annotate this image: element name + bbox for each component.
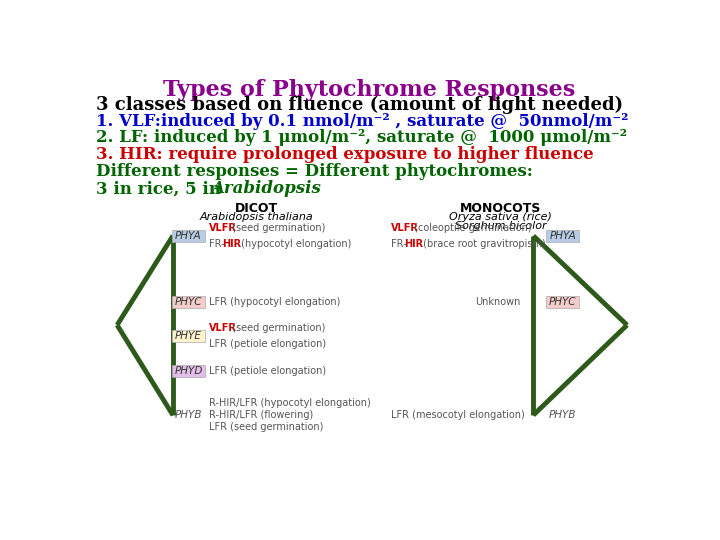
FancyBboxPatch shape	[172, 366, 204, 377]
Text: PHYC: PHYC	[549, 297, 577, 307]
Text: R-HIR/LFR (hypocotyl elongation): R-HIR/LFR (hypocotyl elongation)	[209, 398, 370, 408]
Text: Unknown: Unknown	[474, 297, 520, 307]
Text: PHYC: PHYC	[175, 297, 202, 307]
Text: 3 classes based on fluence (amount of light needed): 3 classes based on fluence (amount of li…	[96, 96, 624, 114]
Text: Arabidopsis thaliana: Arabidopsis thaliana	[199, 212, 313, 222]
FancyBboxPatch shape	[172, 230, 204, 241]
FancyBboxPatch shape	[172, 296, 204, 308]
Text: PHYB: PHYB	[549, 410, 577, 420]
FancyBboxPatch shape	[546, 296, 579, 308]
Text: PHYA: PHYA	[549, 231, 576, 241]
Text: Types of Phytochrome Responses: Types of Phytochrome Responses	[163, 79, 575, 100]
Text: PHYA: PHYA	[175, 231, 202, 241]
Text: Different responses = Different phytochromes:: Different responses = Different phytochr…	[96, 164, 533, 180]
Text: (hypocotyl elongation): (hypocotyl elongation)	[238, 239, 351, 249]
Text: (coleoptile germination): (coleoptile germination)	[411, 222, 531, 233]
Text: R-HIR/LFR (flowering): R-HIR/LFR (flowering)	[209, 410, 312, 420]
Text: LFR (seed germination): LFR (seed germination)	[209, 422, 323, 432]
Text: HIR: HIR	[222, 239, 241, 249]
Text: FR-: FR-	[209, 239, 224, 249]
Text: 2. LF: induced by 1 μmol/m⁻², saturate @  1000 μmol/m⁻²: 2. LF: induced by 1 μmol/m⁻², saturate @…	[96, 130, 627, 146]
Text: PHYE: PHYE	[175, 331, 202, 341]
FancyBboxPatch shape	[546, 230, 579, 241]
Text: DICOT: DICOT	[235, 202, 278, 215]
Text: MONOCOTS: MONOCOTS	[460, 202, 541, 215]
Text: Arabidopsis: Arabidopsis	[211, 180, 321, 197]
Text: 1. VLF:induced by 0.1 nmol/m⁻² , saturate @  50nmol/m⁻²: 1. VLF:induced by 0.1 nmol/m⁻² , saturat…	[96, 112, 629, 130]
Text: FR-: FR-	[391, 239, 406, 249]
Text: 3. HIR: require prolonged exposure to higher fluence: 3. HIR: require prolonged exposure to hi…	[96, 146, 594, 164]
Text: Sorghum bicolor: Sorghum bicolor	[455, 221, 546, 231]
Text: LFR (hypocotyl elongation): LFR (hypocotyl elongation)	[209, 297, 340, 307]
Text: 3 in rice, 5 in: 3 in rice, 5 in	[96, 180, 227, 197]
Text: PHYB: PHYB	[175, 410, 202, 420]
Text: HIR: HIR	[404, 239, 423, 249]
FancyBboxPatch shape	[172, 330, 204, 342]
Text: LFR (petiole elongation): LFR (petiole elongation)	[209, 366, 325, 376]
Text: PHYD: PHYD	[174, 366, 202, 376]
Text: (brace root gravitropism): (brace root gravitropism)	[420, 239, 546, 249]
Text: LFR (mesocotyl elongation): LFR (mesocotyl elongation)	[391, 410, 524, 420]
Text: Oryza sativa (rice): Oryza sativa (rice)	[449, 212, 552, 222]
Text: VLFR: VLFR	[209, 323, 236, 333]
Text: VLFR: VLFR	[391, 222, 418, 233]
Text: (seed germination): (seed germination)	[229, 323, 325, 333]
Text: VLFR: VLFR	[209, 222, 236, 233]
Text: LFR (petiole elongation): LFR (petiole elongation)	[209, 339, 325, 349]
Text: (seed germination): (seed germination)	[229, 222, 325, 233]
